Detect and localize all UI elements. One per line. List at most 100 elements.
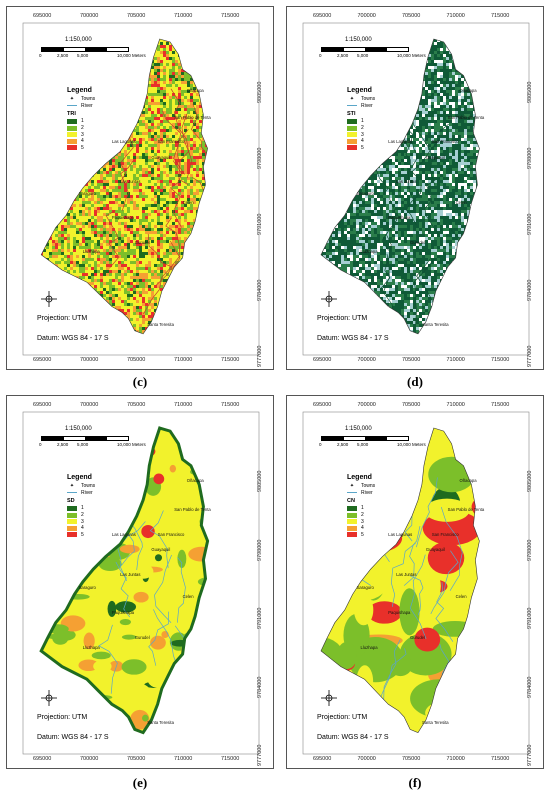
density-blob bbox=[226, 608, 240, 624]
density-blob bbox=[100, 428, 118, 434]
town-label: Guayaquil bbox=[151, 154, 171, 160]
landcover-zone bbox=[465, 612, 480, 650]
scale-label: 10,000 Meters bbox=[397, 53, 426, 58]
landcover-zone bbox=[480, 631, 509, 651]
x-tick-label: 715000 bbox=[221, 402, 240, 408]
x-tick-label: 705000 bbox=[127, 357, 146, 363]
town-label: San Francisco bbox=[157, 531, 185, 537]
density-blob bbox=[209, 556, 221, 562]
map-panel-1: 695000 695000 700000 700000 705000 705000 7100… bbox=[286, 6, 544, 370]
river-line bbox=[190, 104, 208, 164]
landcover-zone bbox=[428, 456, 476, 493]
map-panel-3: 695000 695000 700000 700000 705000 705000 7100… bbox=[286, 395, 544, 769]
river-line bbox=[115, 561, 131, 618]
map-panel-2: 695000 695000 700000 700000 705000 705000 7100… bbox=[6, 395, 274, 769]
legend-towns: ✦ Towns bbox=[67, 96, 95, 103]
density-blob bbox=[192, 682, 208, 696]
river-line bbox=[381, 188, 398, 251]
x-tick-label: 715000 bbox=[491, 756, 510, 762]
x-tick-label: 700000 bbox=[80, 357, 99, 363]
river-line bbox=[98, 624, 118, 694]
density-blob bbox=[184, 684, 208, 700]
landcover-zone bbox=[356, 665, 374, 698]
density-blob bbox=[101, 493, 122, 513]
x-tick-label: 710000 bbox=[174, 13, 193, 19]
town-marker-icon: ✦ bbox=[349, 483, 355, 490]
legend-class: 3 bbox=[67, 518, 95, 525]
x-tick-label: 710000 bbox=[446, 402, 465, 408]
town-marker-icon: ✦ bbox=[69, 483, 75, 490]
landcover-zone bbox=[451, 693, 471, 726]
projection-label: Projection: UTM bbox=[37, 315, 88, 322]
town-label: Celen bbox=[182, 200, 194, 206]
landcover-zone bbox=[414, 627, 441, 652]
town-label: Santa Teresita bbox=[421, 720, 449, 726]
density-blob bbox=[225, 611, 233, 628]
legend-swatch bbox=[67, 125, 77, 131]
town-label: Lluzhapa bbox=[360, 644, 378, 650]
scale-bar bbox=[321, 436, 409, 441]
legend-layer-name: TRI bbox=[67, 111, 76, 118]
scale-label: 10,000 Meters bbox=[397, 442, 426, 447]
river-line-icon bbox=[347, 492, 357, 494]
river-line bbox=[120, 126, 134, 181]
scale-title: 1:150,000 bbox=[345, 37, 372, 43]
legend-river: River bbox=[347, 490, 375, 497]
town-label: Guayaquil bbox=[425, 154, 445, 160]
scale-label: 5,000 bbox=[77, 442, 89, 447]
town-label: Paquishapa bbox=[111, 215, 134, 221]
legend-swatch bbox=[347, 525, 357, 531]
town-label: Celen bbox=[182, 594, 194, 600]
density-blob bbox=[201, 640, 208, 657]
density-blob bbox=[228, 509, 238, 515]
density-blob bbox=[190, 680, 208, 686]
density-blob bbox=[115, 601, 137, 613]
river-line bbox=[176, 557, 186, 623]
x-tick-label: 695000 bbox=[33, 402, 52, 408]
river-line bbox=[177, 129, 189, 185]
scale-label: 2,500 bbox=[337, 442, 349, 447]
landcover-zone bbox=[467, 460, 480, 475]
scale-bar bbox=[41, 436, 129, 441]
map-frame bbox=[302, 411, 530, 755]
x-tick-label: 715000 bbox=[491, 402, 510, 408]
legend-class: 1 bbox=[67, 118, 95, 125]
river-line bbox=[379, 230, 392, 290]
landcover-zone bbox=[424, 498, 470, 522]
town-marker-icon: ✦ bbox=[69, 96, 75, 103]
river-line bbox=[416, 477, 438, 548]
legend-title: Legend bbox=[347, 87, 372, 94]
river-line bbox=[409, 554, 427, 640]
density-blob bbox=[118, 459, 128, 476]
town-label: Oñacapa bbox=[186, 87, 204, 93]
scale-bar bbox=[321, 47, 409, 52]
river-line bbox=[424, 179, 441, 237]
town-label: Saraguro bbox=[78, 585, 96, 590]
landcover-zone bbox=[410, 679, 469, 718]
scale-label: 0 bbox=[39, 53, 42, 58]
density-blob bbox=[62, 696, 84, 709]
town-label: San Francisco bbox=[431, 531, 459, 537]
density-blob bbox=[41, 510, 65, 517]
town-label: Celen bbox=[455, 594, 467, 600]
density-blob bbox=[215, 711, 239, 724]
town-label: Lluzhapa bbox=[360, 248, 378, 254]
density-blob bbox=[180, 445, 200, 454]
legend-title: Legend bbox=[67, 87, 92, 94]
x-tick-label: 710000 bbox=[174, 402, 193, 408]
density-blob bbox=[133, 591, 149, 603]
density-blob bbox=[53, 566, 76, 583]
scale-label: 0 bbox=[39, 442, 42, 447]
town-label: Las Juntas bbox=[120, 178, 141, 184]
town-label: San Pablo de Tenta bbox=[447, 115, 485, 120]
density-blob bbox=[170, 639, 190, 647]
legend-swatch bbox=[347, 145, 357, 151]
town-label: Las Lagunas bbox=[111, 139, 136, 145]
legend-towns: ✦ Towns bbox=[347, 96, 375, 103]
scale-label: 0 bbox=[319, 53, 322, 58]
town-label: Gurudel bbox=[410, 239, 425, 245]
density-blob bbox=[154, 731, 168, 733]
x-tick-label: 715000 bbox=[221, 756, 240, 762]
density-blob bbox=[184, 560, 202, 566]
density-blob bbox=[104, 449, 118, 469]
